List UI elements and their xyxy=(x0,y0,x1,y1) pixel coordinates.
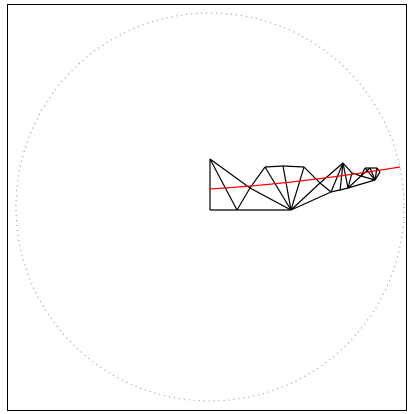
mesh-edge xyxy=(347,172,353,189)
mesh-edge xyxy=(209,158,238,211)
mesh-edge xyxy=(339,162,344,192)
mesh-edge xyxy=(290,191,332,211)
outer-frame xyxy=(7,4,407,411)
mesh-edge xyxy=(290,166,305,211)
mesh-edge xyxy=(374,167,378,181)
mesh-edge xyxy=(264,166,292,211)
mesh-edge xyxy=(330,162,344,193)
mesh-edge xyxy=(264,165,284,168)
mesh-edge xyxy=(364,167,376,181)
mesh-edge xyxy=(282,165,305,168)
mesh-edge xyxy=(236,187,251,211)
mesh-edge xyxy=(249,187,292,211)
mesh-edge xyxy=(347,179,376,189)
mesh-edge xyxy=(374,171,381,181)
dotted-circle-boundary xyxy=(15,12,405,402)
mesh-edge xyxy=(282,165,292,211)
mesh-edge xyxy=(290,182,321,211)
mesh-edge xyxy=(360,175,376,181)
mesh-edge xyxy=(330,187,349,193)
mesh-edge xyxy=(249,166,266,189)
red-curve xyxy=(209,166,401,190)
mesh-edge xyxy=(342,162,353,174)
mesh-edge xyxy=(303,166,321,184)
mesh-edge xyxy=(209,158,251,189)
mesh-edge xyxy=(347,175,362,189)
mesh-edge xyxy=(319,182,332,193)
mesh-edge xyxy=(369,167,376,181)
mesh-edge xyxy=(319,162,344,184)
triangle-mesh xyxy=(209,158,381,211)
